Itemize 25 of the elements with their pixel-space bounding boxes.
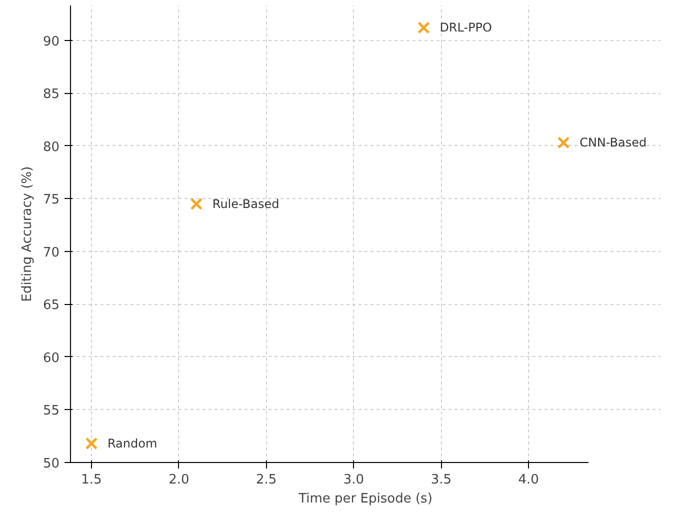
y-tick-label: 85 xyxy=(42,87,60,102)
x-tick-label: 3.5 xyxy=(430,472,452,488)
point xyxy=(190,198,203,210)
x-axis-title: Time per Episode (s) xyxy=(298,492,432,506)
x-tick-label: 4.0 xyxy=(518,472,539,488)
point xyxy=(557,136,570,149)
annotation: Random xyxy=(107,436,158,450)
y-tick-label: 65 xyxy=(42,298,60,314)
annotation: DRL-PPO xyxy=(440,20,492,35)
x-tick-label: 2.0 xyxy=(168,472,190,488)
annotation: Rule-Based xyxy=(212,196,280,211)
y-tick-label: 90 xyxy=(42,34,60,50)
y-tick-label: 55 xyxy=(42,404,60,419)
y-tick-label: 50 xyxy=(42,456,60,472)
y-tick-label: 70 xyxy=(42,245,60,260)
x-tick-label: 2.5 xyxy=(256,472,277,488)
y-tick-label: 80 xyxy=(42,140,60,155)
point xyxy=(417,21,430,34)
x-tick-label: 3.0 xyxy=(343,472,364,488)
y-tick-label: 60 xyxy=(42,350,60,366)
annotation: CNN-Based xyxy=(580,136,647,150)
point xyxy=(85,437,98,450)
x-tick-label: 1.5 xyxy=(81,472,102,488)
y-axis-title: Editing Accuracy (%) xyxy=(20,166,35,302)
y-tick-label: 75 xyxy=(42,192,60,208)
